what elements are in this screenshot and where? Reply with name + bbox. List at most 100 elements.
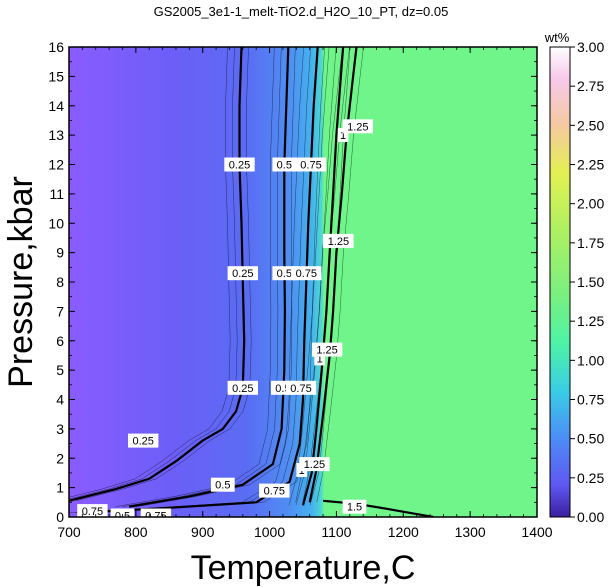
minor-isoline (302, 47, 350, 503)
colorbar-tick-label: 2.75 (577, 78, 604, 94)
contour-label: 1.25 (323, 233, 354, 248)
contour-line-0.25 (69, 47, 246, 502)
x-tick-label: 900 (191, 524, 215, 540)
y-tick-label: 1 (56, 480, 64, 496)
contour-label-text: 0.5 (215, 480, 230, 492)
contour-label: 0.75 (295, 157, 327, 172)
contour-lines (69, 47, 434, 517)
colorbar-ticks: 0.00 0.25 0.50 0.75 1.00 1.25 1.50 1.75 2.00 2.25… (570, 39, 604, 525)
contour-label-text: 0.75 (300, 160, 321, 172)
colorbar-tick-label: 2.00 (577, 196, 604, 212)
contour-label-bg (77, 504, 108, 517)
contour-label-bg (342, 499, 367, 514)
x-tick-label: 1000 (254, 524, 285, 540)
contour-label-text: 1.25 (304, 459, 325, 471)
x-tick-label: 1100 (321, 524, 351, 540)
x-axis-ticks: 700 800 900 1000 1100 1200 1300 1400 (57, 47, 553, 540)
contour-label-text: 1.25 (316, 345, 337, 357)
y-tick-label: 13 (48, 127, 64, 143)
y-tick-label: 12 (48, 157, 64, 173)
contour-label: 1.25 (311, 342, 343, 357)
contour-label-text: 0.75 (145, 511, 166, 523)
colorbar-tick-label: 0.75 (577, 392, 604, 408)
y-tick-label: 7 (56, 303, 64, 319)
contour-label-bg (291, 266, 322, 281)
contour-label: 1 (337, 128, 349, 143)
contour-label-text: 0.5 (277, 160, 292, 172)
x-tick-label: 1300 (455, 524, 486, 540)
y-tick-label: 15 (48, 68, 64, 84)
x-axis-title: Temperature,C (191, 549, 416, 587)
contour-label-text: 0.25 (232, 268, 253, 280)
contour-label: 1.25 (299, 457, 330, 472)
colorbar-tick-label: 0.50 (577, 431, 604, 447)
minor-isoline (89, 47, 325, 513)
contour-labels: 0.250.250.250.250.50.50.50.50.50.750.750… (77, 119, 373, 523)
contour-label-bg (128, 433, 159, 448)
plot-area: 0.250.250.250.250.50.50.50.50.50.750.750… (69, 47, 537, 523)
colorbar-tick-label: 0.25 (577, 470, 604, 486)
y-tick-label: 11 (49, 186, 64, 202)
contour-label-text: 0.75 (296, 268, 317, 280)
contour-label-bg (210, 477, 235, 492)
minor-isoline (295, 47, 343, 503)
contour-label: 0.5 (272, 266, 297, 281)
contour-label-bg (227, 266, 258, 281)
contour-label-bg (272, 266, 297, 281)
y-tick-label: 9 (56, 245, 64, 261)
colorbar-tick-label: 1.50 (577, 274, 604, 290)
contour-label: 0.25 (227, 380, 258, 395)
colorbar-tick-label: 2.25 (577, 157, 604, 173)
colorbar-tick-label: 1.75 (577, 235, 604, 251)
contour-line-0.75 (82, 47, 319, 514)
contour-label: 0.5 (210, 477, 235, 492)
contour-label-text: 1.5 (347, 502, 362, 514)
contour-label-text: 0.25 (132, 436, 153, 448)
y-axis-title: Pressure,kbar (2, 176, 40, 388)
y-tick-label: 8 (56, 274, 64, 290)
contour-label-bg (295, 157, 327, 172)
x-tick-label: 1200 (388, 524, 419, 540)
x-tick-label: 700 (57, 524, 81, 540)
contour-label: 0.25 (128, 433, 159, 448)
contour-label-text: 1.25 (328, 236, 349, 248)
contour-label-text: 1 (340, 130, 346, 142)
y-tick-label: 5 (56, 362, 64, 378)
contour-label-bg (227, 380, 258, 395)
colorbar-tick-label: 1.00 (577, 352, 604, 368)
chart-title: GS2005_3e1-1_melt-TiO2.d_H2O_10_PT, dz=0… (154, 4, 449, 19)
contour-label: 1 (314, 351, 325, 366)
colorbar (549, 46, 571, 518)
contour-line-1.25 (308, 47, 358, 503)
contour-label-text: 0.75 (290, 383, 311, 395)
minor-isoline (75, 47, 252, 502)
colorbar-tick-label: 2.50 (577, 117, 604, 133)
contour-label: 0.75 (259, 483, 290, 498)
contour-label: 1.5 (342, 499, 367, 514)
contour-label: 1.25 (342, 119, 373, 134)
contour-label: 0.5 (110, 508, 135, 523)
contour-label-bg (285, 380, 317, 395)
y-tick-label: 16 (48, 39, 64, 55)
colorbar-tick-label: 3.00 (577, 39, 604, 55)
contour-label-text: 0.75 (82, 506, 103, 518)
contour-label-bg (299, 457, 330, 472)
colorbar-tick-label: 0.00 (577, 509, 604, 525)
contour-label: 0.75 (140, 508, 172, 523)
contour-label-bg (224, 157, 255, 172)
minor-isoline (69, 47, 238, 500)
contour-label-bg (314, 351, 325, 366)
contour-label-bg (323, 233, 354, 248)
contour-label: 0.25 (224, 157, 255, 172)
contour-label: 0.75 (285, 380, 317, 395)
y-tick-label: 3 (56, 421, 64, 437)
y-tick-label: 2 (56, 450, 64, 466)
y-tick-label: 4 (56, 392, 64, 408)
contour-label-text: 0.25 (229, 160, 250, 172)
contour-label-bg (140, 508, 172, 517)
y-tick-label: 0 (56, 509, 64, 525)
contour-label-text: 0.5 (115, 511, 130, 523)
contour-label-text: 1 (317, 353, 323, 365)
